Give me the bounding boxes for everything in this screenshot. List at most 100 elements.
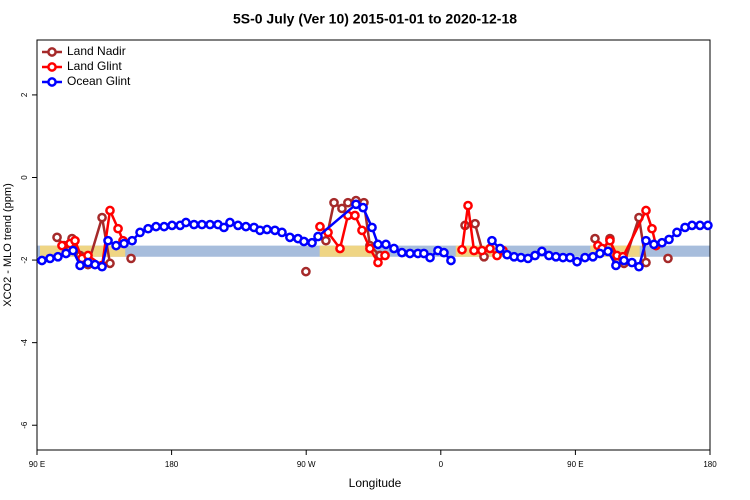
point (389, 243, 399, 254)
point (381, 239, 391, 250)
legend-label: Land Nadir (67, 44, 126, 58)
x-tick-label: 180 (703, 460, 717, 469)
point (439, 247, 449, 258)
point (641, 205, 651, 216)
point (605, 235, 615, 246)
point (313, 231, 323, 242)
point (315, 221, 325, 232)
point (649, 239, 659, 250)
point (97, 212, 107, 223)
point (619, 255, 629, 266)
point (105, 258, 115, 269)
point (641, 235, 651, 246)
x-tick-label: 90 E (29, 460, 45, 469)
x-tick-label: 90 E (567, 460, 583, 469)
legend-marker (47, 47, 57, 57)
point (45, 253, 55, 264)
point (477, 245, 487, 256)
point (487, 235, 497, 246)
point (105, 205, 115, 216)
point (262, 224, 272, 235)
point (113, 223, 123, 234)
point (181, 217, 191, 228)
point (425, 252, 435, 263)
legend-label: Land Glint (67, 59, 122, 73)
y-axis-label: XCO2 - MLO trend (ppm) (2, 183, 14, 306)
point (37, 255, 47, 266)
point (373, 257, 383, 268)
point (225, 217, 235, 228)
point (119, 238, 129, 249)
point (321, 235, 331, 246)
point (167, 220, 177, 231)
point (52, 232, 62, 243)
point (335, 243, 345, 254)
point (687, 220, 697, 231)
point (446, 255, 456, 266)
point (219, 222, 229, 233)
point (664, 234, 674, 245)
point (111, 240, 121, 251)
point (189, 219, 199, 230)
point (463, 200, 473, 211)
point (126, 253, 136, 264)
point (572, 256, 582, 267)
point (350, 210, 360, 221)
point (343, 197, 353, 208)
point (143, 223, 153, 234)
x-tick-label: 0 (439, 460, 444, 469)
point (57, 240, 67, 251)
y-tick-label: -2 (20, 256, 29, 264)
point (135, 227, 145, 238)
point (397, 247, 407, 258)
point (469, 245, 479, 256)
point (103, 235, 113, 246)
legend-marker (47, 77, 57, 87)
point (53, 251, 63, 262)
point (663, 253, 673, 264)
point (470, 218, 480, 229)
point (299, 236, 309, 247)
point (603, 246, 613, 257)
legend-marker (47, 62, 57, 72)
point (197, 219, 207, 230)
point (301, 266, 311, 277)
point (565, 252, 575, 263)
point (241, 221, 251, 232)
point (405, 248, 415, 259)
point (647, 223, 657, 234)
point (672, 227, 682, 238)
point (277, 227, 287, 238)
point (285, 232, 295, 243)
point (205, 219, 215, 230)
x-axis-label: Longitude (349, 476, 402, 490)
point (485, 243, 495, 254)
point (611, 260, 621, 271)
point (457, 244, 467, 255)
point (233, 220, 243, 231)
point (365, 243, 375, 254)
chart-title: 5S-0 July (Ver 10) 2015-01-01 to 2020-12… (233, 11, 517, 27)
y-tick-label: -4 (20, 339, 29, 347)
point (695, 220, 705, 231)
point (627, 257, 637, 268)
point (358, 202, 368, 213)
x-tick-label: 90 W (297, 460, 316, 469)
point (307, 237, 317, 248)
point (97, 261, 107, 272)
highlight-band (319, 245, 375, 257)
legend-label: Ocean Glint (67, 74, 131, 88)
y-tick-label: 0 (20, 175, 29, 180)
point (537, 246, 547, 257)
point (329, 197, 339, 208)
point (357, 225, 367, 236)
point (127, 235, 137, 246)
point (530, 250, 540, 261)
highlight-band (39, 245, 126, 257)
point (337, 203, 347, 214)
point (151, 221, 161, 232)
point (380, 250, 390, 261)
point (159, 221, 169, 232)
point (373, 239, 383, 250)
y-tick-label: 2 (20, 92, 29, 97)
